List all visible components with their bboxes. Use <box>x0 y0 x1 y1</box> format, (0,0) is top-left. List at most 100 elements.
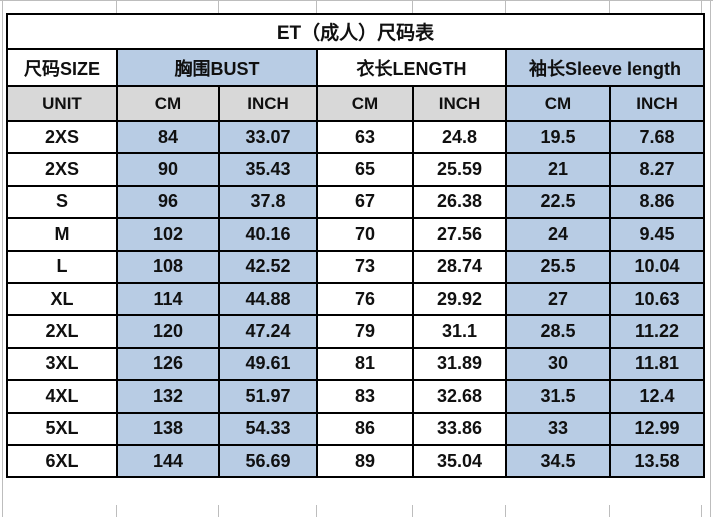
length-cm-header: CM <box>316 85 414 122</box>
table-row: 2XS 84 33.07 63 24.8 19.5 7.68 <box>6 119 706 155</box>
size-cell: 4XL <box>6 379 118 414</box>
gridline <box>609 505 610 517</box>
bust-inch-header: INCH <box>218 85 318 122</box>
sleeve-cm-cell: 34.5 <box>505 443 611 479</box>
sleeve-inch-cell: 13.58 <box>608 443 706 479</box>
bust-inch-cell: 49.61 <box>218 346 318 382</box>
size-cell: 6XL <box>6 443 118 479</box>
sleeve-inch-cell: 12.99 <box>608 411 706 446</box>
sleeve-inch-cell: 10.04 <box>608 249 706 284</box>
length-inch-cell: 27.56 <box>412 217 507 252</box>
unit-label: UNIT <box>6 85 118 122</box>
bust-cm-cell: 90 <box>116 152 220 187</box>
sleeve-cm-cell: 30 <box>505 346 611 382</box>
gridline <box>116 505 117 517</box>
gridline <box>412 0 413 13</box>
size-cell: 3XL <box>6 346 118 382</box>
gridline <box>412 505 413 517</box>
sleeve-cm-cell: 27 <box>505 281 611 317</box>
header-sleeve: 袖长Sleeve length <box>504 48 706 87</box>
bust-inch-cell: 44.88 <box>218 281 318 317</box>
table-row: M 102 40.16 70 27.56 24 9.45 <box>6 217 706 252</box>
size-cell: 5XL <box>6 411 118 446</box>
table-header-row: 尺码SIZE 胸围BUST 衣长LENGTH 袖长Sleeve length <box>6 48 706 87</box>
bust-inch-cell: 33.07 <box>218 119 318 155</box>
bust-cm-cell: 96 <box>116 184 220 220</box>
gridline <box>2 0 3 517</box>
length-cm-cell: 81 <box>316 346 414 382</box>
sleeve-inch-cell: 8.27 <box>608 152 706 187</box>
bust-cm-cell: 138 <box>116 411 220 446</box>
table-row: L 108 42.52 73 28.74 25.5 10.04 <box>6 249 706 284</box>
length-cm-cell: 83 <box>316 379 414 414</box>
length-inch-cell: 29.92 <box>412 281 507 317</box>
bust-inch-cell: 56.69 <box>218 443 318 479</box>
size-cell: 2XS <box>6 119 118 155</box>
bust-cm-cell: 132 <box>116 379 220 414</box>
table-row: S 96 37.8 67 26.38 22.5 8.86 <box>6 184 706 220</box>
sleeve-cm-header: CM <box>505 85 611 122</box>
length-inch-cell: 33.86 <box>412 411 507 446</box>
header-bust: 胸围BUST <box>116 48 318 87</box>
unit-header-row: UNIT CM INCH CM INCH CM INCH <box>6 85 706 122</box>
gridline <box>505 0 506 13</box>
gridline <box>218 0 219 13</box>
length-cm-cell: 79 <box>316 314 414 349</box>
length-inch-header: INCH <box>412 85 507 122</box>
gridline <box>316 505 317 517</box>
gridline <box>701 505 702 517</box>
sleeve-cm-cell: 31.5 <box>505 379 611 414</box>
bust-inch-cell: 54.33 <box>218 411 318 446</box>
length-cm-cell: 73 <box>316 249 414 284</box>
length-cm-cell: 89 <box>316 443 414 479</box>
sleeve-cm-cell: 25.5 <box>505 249 611 284</box>
sleeve-cm-cell: 33 <box>505 411 611 446</box>
size-cell: XL <box>6 281 118 317</box>
length-cm-cell: 67 <box>316 184 414 220</box>
length-inch-cell: 31.1 <box>412 314 507 349</box>
length-cm-cell: 65 <box>316 152 414 187</box>
sleeve-inch-cell: 12.4 <box>608 379 706 414</box>
sleeve-inch-cell: 8.86 <box>608 184 706 220</box>
header-length: 衣长LENGTH <box>316 48 507 87</box>
table-row: 6XL 144 56.69 89 35.04 34.5 13.58 <box>6 443 706 479</box>
bust-inch-cell: 42.52 <box>218 249 318 284</box>
sleeve-inch-cell: 7.68 <box>608 119 706 155</box>
bust-cm-cell: 108 <box>116 249 220 284</box>
length-inch-cell: 35.04 <box>412 443 507 479</box>
size-cell: 2XL <box>6 314 118 349</box>
length-inch-cell: 28.74 <box>412 249 507 284</box>
sleeve-inch-header: INCH <box>608 85 706 122</box>
length-inch-cell: 25.59 <box>412 152 507 187</box>
size-cell: S <box>6 184 118 220</box>
bust-cm-cell: 84 <box>116 119 220 155</box>
bust-cm-cell: 144 <box>116 443 220 479</box>
sleeve-inch-cell: 11.22 <box>608 314 706 349</box>
length-cm-cell: 76 <box>316 281 414 317</box>
bust-cm-header: CM <box>116 85 220 122</box>
gridline <box>0 0 713 1</box>
sleeve-inch-cell: 11.81 <box>608 346 706 382</box>
sleeve-cm-cell: 28.5 <box>505 314 611 349</box>
size-cell: L <box>6 249 118 284</box>
gridline <box>505 505 506 517</box>
length-inch-cell: 26.38 <box>412 184 507 220</box>
table-title-row: ET（成人）尺码表 <box>5 13 706 50</box>
length-inch-cell: 24.8 <box>412 119 507 155</box>
table-row: 4XL 132 51.97 83 32.68 31.5 12.4 <box>6 379 706 414</box>
bust-cm-cell: 120 <box>116 314 220 349</box>
bust-inch-cell: 51.97 <box>218 379 318 414</box>
table-row: 3XL 126 49.61 81 31.89 30 11.81 <box>6 346 706 382</box>
size-cell: M <box>6 217 118 252</box>
length-inch-cell: 32.68 <box>412 379 507 414</box>
table-title: ET（成人）尺码表 <box>5 13 706 50</box>
gridline <box>316 0 317 13</box>
gridline <box>116 0 117 13</box>
length-cm-cell: 63 <box>316 119 414 155</box>
table-row: XL 114 44.88 76 29.92 27 10.63 <box>6 281 706 317</box>
size-cell: 2XS <box>6 152 118 187</box>
length-cm-cell: 86 <box>316 411 414 446</box>
sleeve-cm-cell: 22.5 <box>505 184 611 220</box>
bust-inch-cell: 40.16 <box>218 217 318 252</box>
